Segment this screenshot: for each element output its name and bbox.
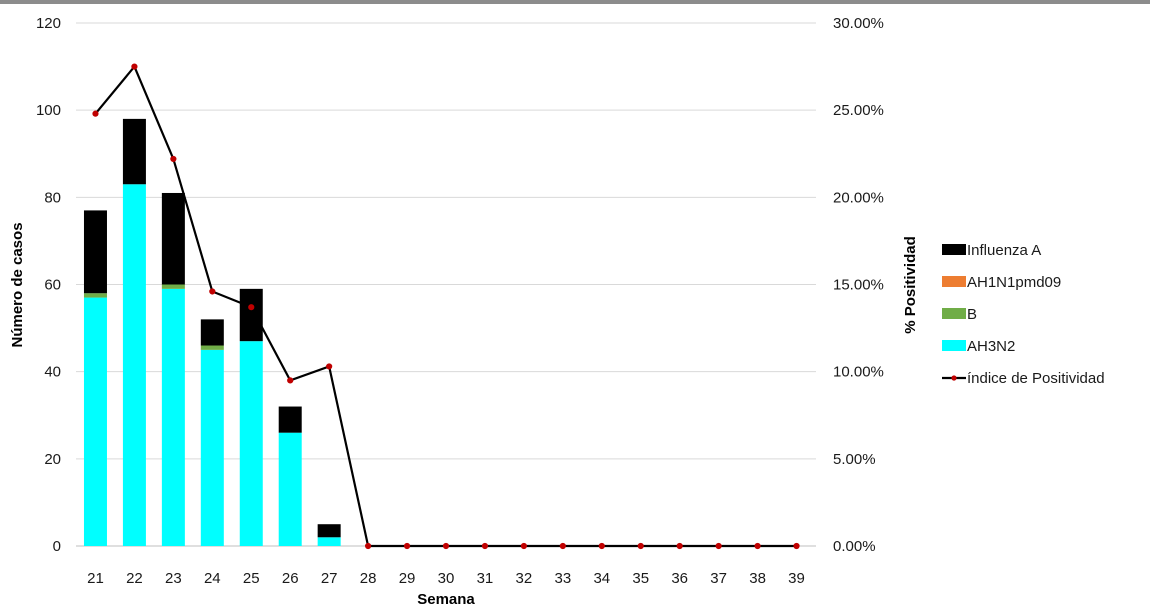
bar-segment: [122, 184, 146, 546]
x-axis-title: Semana: [417, 591, 475, 608]
x-tick-label: 34: [593, 570, 610, 587]
x-tick-label: 27: [321, 570, 338, 587]
x-tick-label: 33: [554, 570, 571, 587]
positivity-point: [793, 542, 800, 550]
legend-swatch: [942, 276, 966, 287]
bars: [83, 118, 341, 546]
positivity-point: [754, 542, 761, 550]
x-tick-label: 30: [438, 570, 455, 587]
y-tick-label: 120: [36, 15, 61, 32]
bar-segment: [161, 288, 185, 546]
x-tick-label: 23: [165, 570, 182, 587]
legend: Influenza A AH1N1pmd09 B AH3N2 índice de Pos…: [942, 242, 1105, 387]
positivity-point: [92, 110, 99, 117]
legend-label: Influenza A: [967, 242, 1041, 259]
x-tick-label: 31: [477, 570, 494, 587]
legend-swatch: [942, 308, 966, 319]
bar-segment: [122, 118, 146, 185]
x-tick-label: 21: [87, 570, 104, 587]
y2-tick-label: 0.00%: [833, 538, 876, 555]
positivity-point: [403, 542, 411, 550]
x-tick-label: 24: [204, 570, 221, 587]
legend-label: B: [967, 306, 977, 323]
x-tick-label: 38: [749, 570, 766, 587]
x-axis-ticks: 21 22 23 24 25 26 27 28 29 30 31 32 33 34 35 36 37 38 39: [87, 570, 805, 587]
positivity-point: [131, 63, 138, 70]
y-axis-title: Número de casos: [9, 222, 26, 347]
positivity-point: [481, 542, 489, 550]
bar-segment: [239, 288, 263, 342]
y2-tick-label: 20.00%: [833, 189, 884, 206]
bar-segment: [317, 524, 341, 538]
gridlines: [76, 22, 816, 547]
y-tick-label: 100: [36, 102, 61, 119]
positivity-point: [248, 304, 255, 311]
bar-segment: [317, 537, 341, 546]
positivity-point: [598, 542, 605, 550]
bar-segment: [83, 210, 107, 294]
bar-segment: [83, 297, 107, 546]
y2-axis-title: % Positividad: [902, 236, 919, 334]
bar-segment: [161, 284, 185, 289]
y2-axis-ticks: 0.00% 5.00% 10.00% 15.00% 20.00% 25.00% 30.00%: [833, 15, 884, 555]
x-tick-label: 25: [243, 570, 260, 587]
positivity-point: [442, 542, 450, 550]
y-tick-label: 60: [44, 277, 61, 294]
bar-segment: [200, 345, 224, 350]
bar-segment: [278, 406, 302, 433]
positivity-point: [365, 542, 372, 550]
x-tick-label: 32: [516, 570, 533, 587]
x-tick-label: 39: [788, 570, 805, 587]
x-tick-label: 29: [399, 570, 416, 587]
positivity-point: [326, 363, 333, 370]
y-tick-label: 0: [53, 538, 61, 555]
bar-segment: [200, 349, 224, 546]
bar-segment: [161, 192, 185, 285]
y-axis-ticks: 0 20 40 60 80 100 120: [36, 15, 61, 555]
y2-tick-label: 25.00%: [833, 102, 884, 119]
legend-label: AH1N1pmd09: [967, 274, 1061, 291]
x-tick-label: 26: [282, 570, 299, 587]
y-tick-label: 80: [44, 189, 61, 206]
bar-segment: [278, 432, 302, 546]
y2-tick-label: 30.00%: [833, 15, 884, 32]
positivity-point: [520, 542, 527, 550]
bar-segment: [83, 293, 107, 298]
positivity-line: [92, 63, 800, 550]
positivity-point: [559, 542, 566, 550]
y2-tick-label: 15.00%: [833, 277, 884, 294]
positivity-point: [637, 542, 644, 550]
positivity-point: [715, 542, 722, 550]
top-border: [0, 0, 1150, 4]
x-tick-label: 36: [671, 570, 688, 587]
x-tick-label: 28: [360, 570, 377, 587]
positivity-point: [170, 155, 177, 163]
legend-label: índice de Positividad: [967, 370, 1105, 387]
legend-marker: [951, 375, 957, 381]
legend-swatch: [942, 340, 966, 351]
positivity-point: [287, 377, 294, 384]
legend-label: AH3N2: [967, 338, 1015, 355]
legend-swatch: [942, 244, 966, 255]
y2-tick-label: 10.00%: [833, 364, 884, 381]
x-tick-label: 37: [710, 570, 727, 587]
positivity-point: [209, 288, 216, 295]
x-tick-label: 22: [126, 570, 143, 587]
y-tick-label: 40: [44, 364, 61, 381]
x-tick-label: 35: [632, 570, 649, 587]
y-tick-label: 20: [44, 451, 61, 468]
positivity-line-path: [94, 64, 797, 548]
y2-tick-label: 5.00%: [833, 451, 876, 468]
positivity-point: [676, 542, 683, 550]
bar-segment: [239, 341, 263, 546]
bar-segment: [200, 319, 224, 346]
